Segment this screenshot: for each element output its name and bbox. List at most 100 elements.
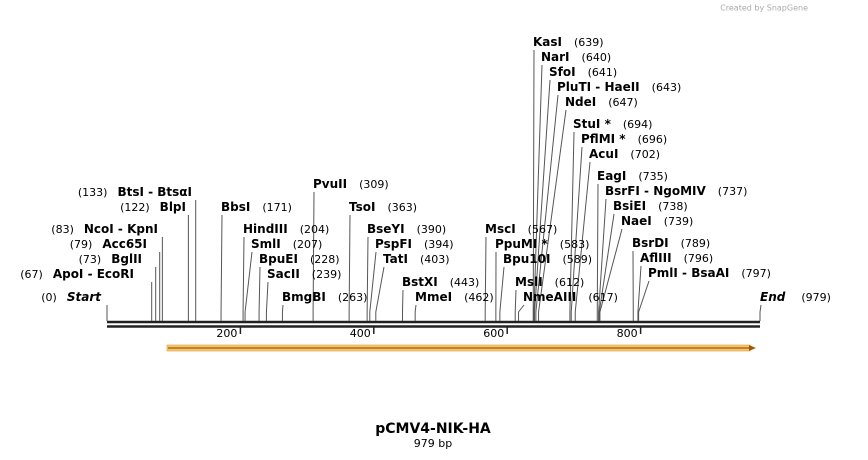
site-line bbox=[598, 198, 607, 321]
site-position: (443) bbox=[450, 276, 480, 289]
site-line bbox=[281, 304, 284, 321]
feature-arrow-head bbox=[749, 345, 756, 351]
site-label: SmlI (207) bbox=[251, 237, 322, 251]
site-name: BstXI bbox=[402, 275, 438, 289]
site-line bbox=[348, 214, 351, 321]
site-name: BtsI - BtsαI bbox=[117, 185, 192, 199]
site-label: SfoI (641) bbox=[549, 65, 617, 79]
site-name: PluTI - HaeII bbox=[557, 80, 640, 94]
site-label: (122) BlpI bbox=[120, 200, 186, 214]
site-line bbox=[375, 266, 385, 321]
site-position: (73) bbox=[79, 253, 102, 266]
site-label: NmeAIII (617) bbox=[523, 290, 618, 304]
site-name: MscI bbox=[485, 222, 516, 236]
site-position: (739) bbox=[664, 215, 694, 228]
site-name: BglII bbox=[111, 252, 142, 266]
site-name: AcuI bbox=[589, 147, 618, 161]
site-position: (403) bbox=[420, 253, 450, 266]
site-name: HindIII bbox=[243, 222, 288, 236]
site-label: PvuII (309) bbox=[313, 177, 389, 191]
site-name: ApoI - EcoRI bbox=[53, 267, 134, 281]
site-position: (617) bbox=[588, 291, 618, 304]
brand: Created by SnapGene bbox=[720, 4, 808, 13]
site-name: End bbox=[760, 290, 786, 304]
site-position: (694) bbox=[623, 118, 653, 131]
site-name: KasI bbox=[533, 35, 562, 49]
site-name: BbsI bbox=[221, 200, 250, 214]
site-line bbox=[534, 79, 551, 321]
site-label: SacII (239) bbox=[267, 267, 341, 281]
site-label: TsoI (363) bbox=[349, 200, 417, 214]
map-subtitle: 979 bp bbox=[414, 437, 452, 450]
site-position: (979) bbox=[801, 291, 831, 304]
site-line bbox=[369, 251, 377, 321]
site-position: (612) bbox=[555, 276, 585, 289]
site-line bbox=[244, 251, 253, 321]
site-position: (737) bbox=[718, 185, 748, 198]
site-name: SfoI bbox=[549, 65, 576, 79]
site-label: BmgBI (263) bbox=[282, 290, 367, 304]
site-label: PmlI - BsaAI (797) bbox=[648, 266, 771, 280]
site-name: Start bbox=[67, 290, 102, 304]
sites: KasI (639) NarI (640) SfoI (641)PluTI - HaeII… bbox=[20, 35, 831, 321]
site-name: NmeAIII bbox=[523, 290, 576, 304]
site-name: EagI bbox=[597, 169, 626, 183]
site-position: (122) bbox=[120, 201, 150, 214]
site-line bbox=[401, 289, 404, 321]
site-line bbox=[532, 49, 535, 321]
site-line bbox=[570, 146, 583, 321]
ruler-tick-label: 200 bbox=[216, 327, 237, 340]
site-name: BpuEI bbox=[259, 252, 298, 266]
site-name: BseYI bbox=[367, 222, 405, 236]
site-line bbox=[535, 94, 559, 321]
site-label: PluTI - HaeII (643) bbox=[557, 80, 681, 94]
site-label: Bpu10I (589) bbox=[503, 252, 592, 266]
site-name: StuI * bbox=[573, 117, 612, 131]
site-name: BmgBI bbox=[282, 290, 326, 304]
site-position: (309) bbox=[359, 178, 389, 191]
site-label: KasI (639) bbox=[533, 35, 604, 49]
site-line bbox=[258, 266, 261, 321]
site-line bbox=[533, 64, 543, 321]
site-position: (204) bbox=[300, 223, 330, 236]
ruler-tick-label: 800 bbox=[617, 327, 638, 340]
site-position: (171) bbox=[262, 201, 292, 214]
site-label: HindIII (204) bbox=[243, 222, 329, 236]
site-name: MslI bbox=[515, 275, 543, 289]
site-name: BsrDI bbox=[632, 236, 669, 250]
site-label: (133) BtsI - BtsαI bbox=[78, 185, 192, 199]
site-name: PpuMI * bbox=[495, 237, 549, 251]
site-line bbox=[366, 236, 369, 321]
site-label: BsrDI (789) bbox=[632, 236, 710, 250]
site-line bbox=[312, 191, 315, 321]
site-line bbox=[514, 289, 517, 321]
ruler: 200 400 600 800 bbox=[107, 320, 760, 340]
site-position: (640) bbox=[582, 51, 612, 64]
site-position: (696) bbox=[638, 133, 668, 146]
site-position: (390) bbox=[417, 223, 447, 236]
site-label: PflMI * (696) bbox=[581, 132, 667, 146]
site-name: PmlI - BsaAI bbox=[648, 266, 729, 280]
site-name: Bpu10I bbox=[503, 252, 550, 266]
site-position: (263) bbox=[338, 291, 368, 304]
map-title: pCMV4-NIK-HA bbox=[375, 421, 491, 437]
site-position: (83) bbox=[51, 223, 74, 236]
site-label: PpuMI * (583) bbox=[495, 237, 589, 251]
site-label: BbsI (171) bbox=[221, 200, 292, 214]
site-label: EagI (735) bbox=[597, 169, 668, 183]
site-name: TatI bbox=[383, 252, 408, 266]
site-line bbox=[518, 304, 525, 321]
site-line bbox=[499, 266, 505, 321]
site-position: (133) bbox=[78, 186, 108, 199]
site-position: (583) bbox=[560, 238, 590, 251]
site-label: TatI (403) bbox=[383, 252, 450, 266]
site-name: TsoI bbox=[349, 200, 375, 214]
site-label: (79) Acc65I bbox=[70, 237, 147, 251]
site-line bbox=[265, 281, 269, 321]
site-position: (462) bbox=[464, 291, 494, 304]
site-line bbox=[414, 304, 417, 321]
site-line bbox=[599, 228, 623, 321]
site-label: BsrFI - NgoMIV (737) bbox=[605, 184, 747, 198]
site-position: (228) bbox=[310, 253, 340, 266]
